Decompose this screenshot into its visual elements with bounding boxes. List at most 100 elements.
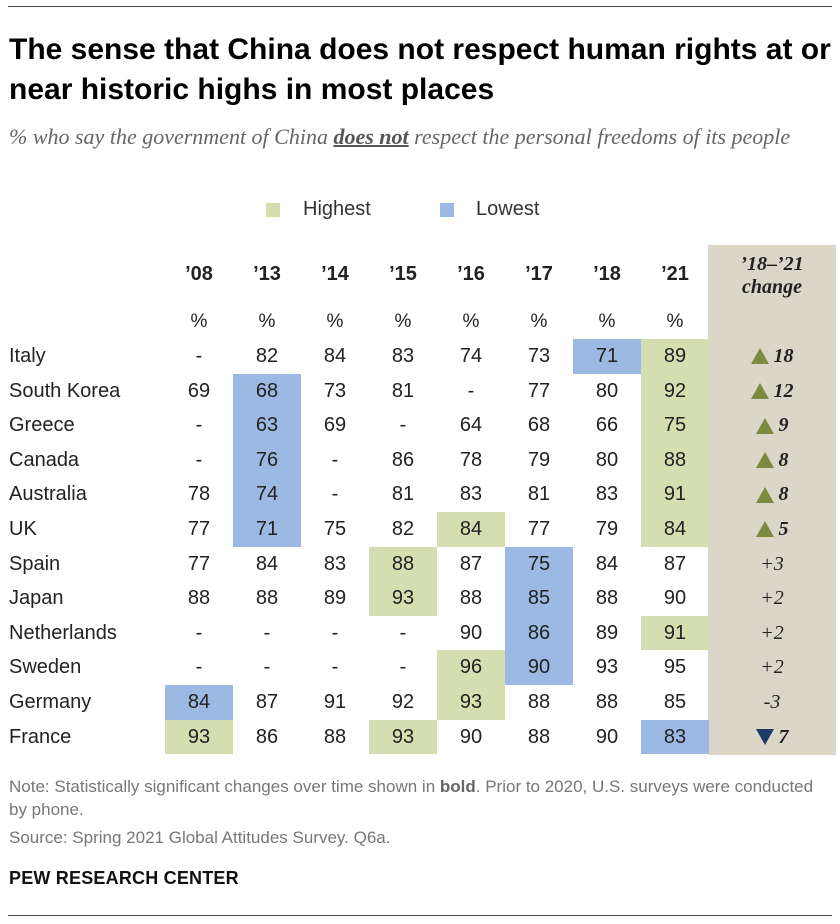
table-cell: 93 [391, 587, 415, 610]
table-cell: 83 [663, 725, 687, 748]
table-cell: 83 [323, 552, 347, 575]
table-cell: 71 [595, 345, 619, 367]
row-label-country: Japan [9, 587, 64, 610]
triangle-down-icon [755, 729, 774, 745]
unit-label: % [462, 311, 480, 332]
legend-label-highest: Highest [303, 198, 371, 220]
highlight-highest-block [369, 546, 437, 616]
table-cell: 66 [595, 414, 619, 437]
row-label-country: Australia [9, 483, 87, 506]
table-cell: 75 [527, 552, 551, 575]
note-bold-word: bold [439, 777, 476, 796]
highlight-highest-block [437, 512, 505, 547]
chart-subtitle: % who say the government of China does n… [9, 120, 834, 153]
change-cell: 5 [708, 512, 836, 546]
table-cell: 80 [595, 448, 619, 471]
column-header: ’14 [321, 263, 349, 285]
table-cell: 88 [187, 587, 211, 610]
row-label-country: UK [9, 518, 37, 540]
change-value: 7 [778, 725, 789, 748]
table-cell: 77 [527, 379, 551, 402]
row-label-country: Sweden [9, 656, 82, 679]
change-cell: 8 [708, 443, 836, 477]
table-cell: 69 [323, 414, 347, 437]
highlight-lowest-block [505, 546, 573, 685]
change-cell: +3 [708, 547, 836, 581]
table-cell: - [195, 448, 203, 471]
table-cell: 75 [663, 414, 687, 437]
table-cell: 88 [391, 552, 415, 575]
triangle-up-icon [755, 521, 774, 538]
change-value: 9 [778, 414, 789, 437]
change-cell: +2 [708, 650, 836, 684]
change-value: 5 [778, 518, 789, 540]
table-cell: - [399, 414, 407, 437]
table-cell: 84 [255, 552, 279, 575]
table-cell: - [195, 656, 203, 679]
table-cell: 89 [663, 345, 687, 367]
table-cell: 81 [391, 483, 415, 506]
table-cell: 81 [391, 379, 415, 402]
row-label-country: France [9, 725, 72, 748]
table-cell: 88 [255, 587, 279, 610]
table-cell: 87 [255, 691, 279, 713]
chart-title: The sense that China does not respect hu… [9, 33, 831, 106]
table-cell: - [331, 656, 339, 679]
table-cell: 89 [323, 587, 347, 610]
change-value: +2 [760, 621, 784, 644]
row-label-country: Greece [9, 414, 75, 437]
subtitle-text-pre: % who say the government of China [9, 124, 334, 149]
highlight-highest-block [369, 719, 437, 755]
table-cell: - [399, 656, 407, 679]
row-label-country: Germany [9, 691, 92, 713]
table-cell: 79 [527, 448, 551, 471]
table-cell: 74 [459, 345, 483, 367]
table-cell: 88 [595, 587, 619, 610]
top-rule [8, 6, 832, 7]
table-cell: 90 [663, 587, 687, 610]
change-header-line2: change [742, 276, 802, 298]
table-cell: 74 [255, 483, 279, 506]
table-cell: 84 [663, 518, 687, 540]
table-cell: 83 [595, 483, 619, 506]
change-cell: -3 [708, 685, 836, 719]
table-cell: 91 [663, 621, 687, 644]
legend-swatch-lowest [440, 203, 454, 217]
change-value: 18 [773, 345, 794, 367]
table-cell: 95 [663, 656, 687, 679]
table-cell: 80 [595, 379, 619, 402]
change-value: 8 [778, 483, 789, 506]
triangle-up-icon [755, 486, 774, 503]
table-cell: 90 [595, 725, 619, 748]
table-cell: 87 [459, 552, 483, 575]
change-value: 12 [773, 379, 794, 402]
table-cell: - [195, 345, 203, 367]
column-header: ’18 [593, 263, 621, 285]
change-cell: 8 [708, 477, 836, 511]
table-cell: - [195, 621, 203, 644]
highlight-highest-block [641, 615, 709, 651]
change-value: +2 [760, 587, 784, 610]
column-header: ’08 [185, 263, 213, 285]
subtitle-emphasis: does not [333, 124, 409, 149]
table-cell: 88 [459, 587, 483, 610]
table-cell: 76 [255, 448, 279, 471]
table-cell: 77 [187, 552, 211, 575]
subtitle-text-post: respect the personal freedoms of its peo… [408, 124, 791, 149]
table-cell: 75 [323, 518, 347, 540]
table-cell: 90 [459, 621, 483, 644]
unit-label: % [326, 311, 344, 332]
triangle-up-icon [755, 452, 774, 469]
table-cell: 77 [187, 518, 211, 540]
table-cell: 86 [527, 621, 551, 644]
change-value: +2 [760, 656, 784, 679]
highlight-highest-block [165, 719, 233, 755]
table-cell: 68 [255, 379, 279, 402]
table-cell: 78 [187, 483, 211, 506]
highlight-lowest-block [233, 373, 301, 547]
table-cell: - [195, 414, 203, 437]
table-cell: 71 [255, 518, 279, 540]
table-cell: 88 [323, 725, 347, 748]
table-cell: 93 [187, 725, 211, 748]
